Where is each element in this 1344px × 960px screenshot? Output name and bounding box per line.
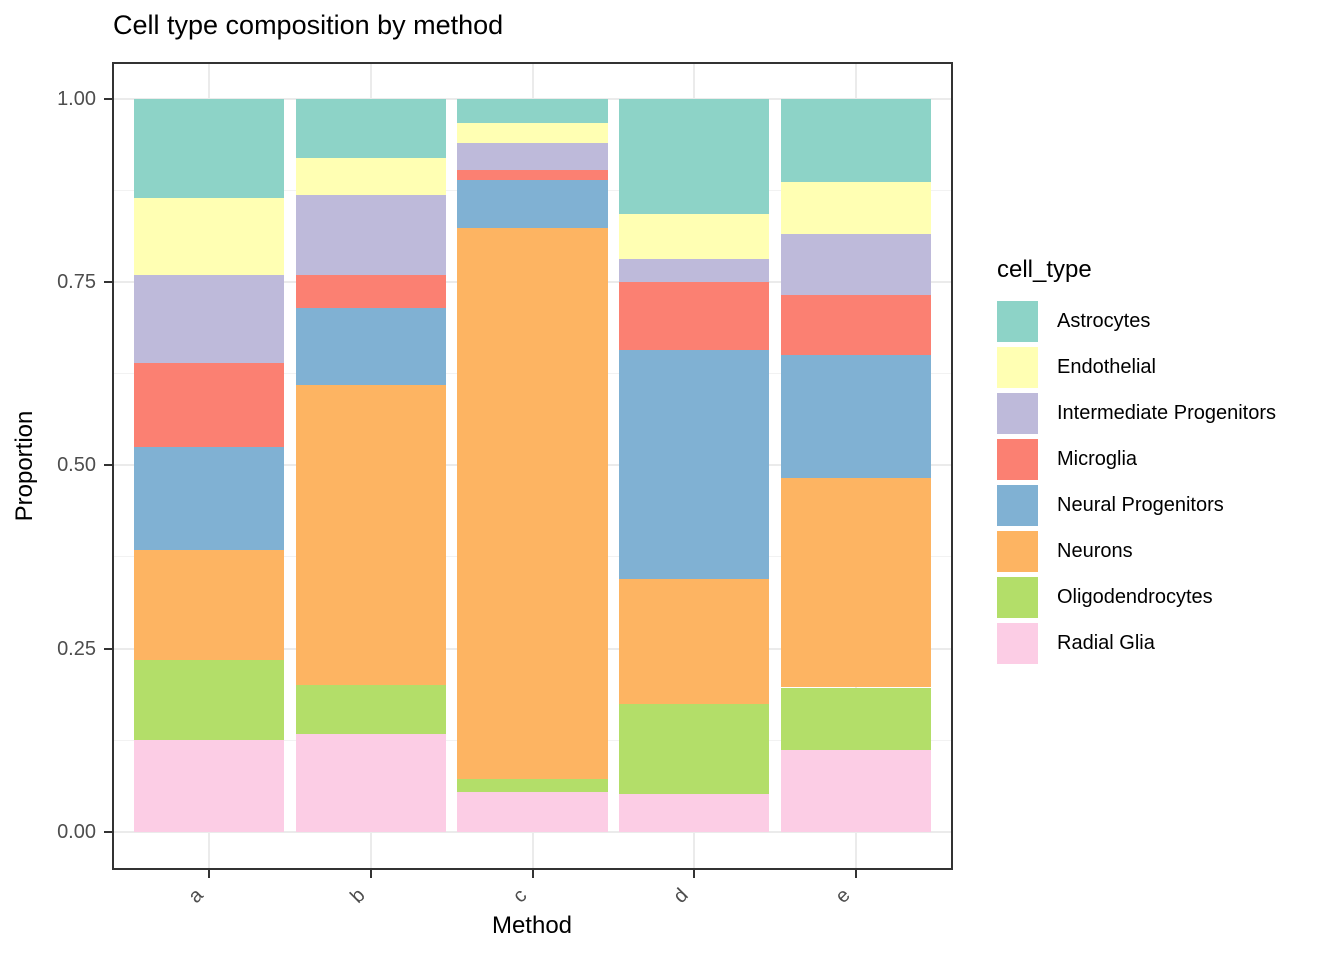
legend-swatch-oligodendrocytes: [997, 577, 1038, 618]
x-tick-label: a: [184, 884, 208, 908]
bar-segment-d-neurons: [619, 578, 770, 705]
legend-swatch-microglia: [997, 439, 1038, 480]
legend-swatch-endothelial: [997, 347, 1038, 388]
bar-segment-b-microglia: [295, 275, 446, 309]
bar-segment-d-neural-progenitors: [619, 350, 770, 579]
bar-segment-b-astrocytes: [295, 98, 446, 158]
y-tick-label: 0.75: [57, 270, 96, 293]
bar-segment-d-intermediate-progenitors: [619, 259, 770, 282]
y-tick-mark: [104, 831, 112, 833]
bar-segment-b-oligodendrocytes: [295, 685, 446, 734]
x-tick-mark: [531, 870, 534, 878]
legend-items: Astrocytes Endothelial Intermediate Progen…: [997, 301, 1276, 664]
legend-swatch-intermediate-progenitors: [997, 393, 1038, 434]
x-tick-label: d: [669, 884, 693, 908]
legend-swatch-neurons: [997, 531, 1038, 572]
bar-segment-c-endothelial: [457, 123, 608, 143]
y-tick-label: 0.50: [57, 454, 96, 477]
bar-segment-a-neurons: [133, 549, 285, 660]
y-tick-label: 0.00: [57, 821, 96, 843]
legend-item-neural-progenitors: Neural Progenitors: [997, 485, 1276, 526]
bar-segment-a-microglia: [133, 362, 285, 447]
bar-segment-d-microglia: [619, 281, 770, 351]
legend-title: cell_type: [997, 256, 1092, 283]
x-axis-title: Method: [491, 912, 573, 939]
legend-item-astrocytes: Astrocytes: [997, 301, 1276, 342]
bar-segment-e-endothelial: [780, 182, 932, 235]
legend-label-endothelial: Endothelial: [1057, 356, 1156, 378]
bar-segment-a-astrocytes: [133, 98, 285, 198]
y-tick-mark: [104, 280, 112, 283]
bar-segment-d-endothelial: [619, 213, 770, 260]
bar-segment-b-neurons: [295, 384, 446, 686]
legend-swatch-neural-progenitors: [997, 485, 1038, 526]
y-axis-title: Proportion: [11, 410, 38, 522]
bar-segment-e-intermediate-progenitors: [780, 234, 932, 296]
x-tick-mark: [208, 870, 211, 878]
legend-item-microglia: Microglia: [997, 439, 1276, 480]
bar-segment-b-radial-glia: [295, 733, 446, 832]
bar-segment-e-neurons: [780, 477, 932, 688]
bar-segment-e-microglia: [780, 295, 932, 356]
bar-segment-e-neural-progenitors: [780, 355, 932, 478]
bar-segment-a-endothelial: [133, 197, 285, 275]
legend-item-radial-glia: Radial Glia: [997, 623, 1276, 664]
bar-segment-c-neural-progenitors: [457, 179, 608, 229]
plot-panel: [112, 62, 953, 870]
legend-item-intermediate-progenitors: Intermediate Progenitors: [997, 393, 1276, 434]
bar-segment-e-oligodendrocytes: [780, 687, 932, 750]
bar-segment-a-oligodendrocytes: [133, 659, 285, 741]
legend-label-intermediate-progenitors: Intermediate Progenitors: [1057, 402, 1277, 424]
legend-swatch-radial-glia: [997, 623, 1038, 664]
x-tick-mark: [369, 870, 372, 878]
legend-label-radial-glia: Radial Glia: [1057, 632, 1155, 654]
bar-segment-c-neurons: [457, 228, 608, 780]
legend: cell_type Astrocytes Endothelial Intermedi…: [997, 256, 1276, 669]
bar-segment-b-neural-progenitors: [295, 308, 446, 385]
bar-segment-e-astrocytes: [780, 98, 932, 183]
bar-segment-c-radial-glia: [457, 792, 608, 832]
y-tick-label: 1.00: [57, 87, 96, 110]
bar-segment-d-astrocytes: [619, 98, 770, 214]
bar-segment-c-astrocytes: [457, 98, 608, 124]
bar-segment-a-neural-progenitors: [133, 446, 285, 550]
x-tick-label: c: [508, 884, 531, 908]
legend-label-microglia: Microglia: [1057, 448, 1138, 470]
bar-segment-b-endothelial: [295, 157, 446, 196]
chart-title: Cell type composition by method: [113, 10, 504, 40]
bar-segment-c-microglia: [457, 170, 608, 180]
x-tick-mark: [693, 870, 696, 878]
bar-segment-c-oligodendrocytes: [457, 779, 608, 793]
bar-segment-a-intermediate-progenitors: [133, 274, 285, 363]
legend-swatch-astrocytes: [997, 301, 1038, 342]
y-tick-mark: [104, 647, 112, 650]
legend-item-endothelial: Endothelial: [997, 347, 1276, 388]
bar-segment-d-radial-glia: [619, 793, 770, 832]
x-tick-label: b: [346, 884, 370, 908]
bar-segment-d-oligodendrocytes: [619, 704, 770, 794]
bar-segment-b-intermediate-progenitors: [295, 195, 446, 276]
bar-segment-c-intermediate-progenitors: [457, 142, 608, 171]
y-tick-mark: [104, 97, 112, 100]
x-tick-label: e: [831, 884, 855, 908]
bar-segment-a-radial-glia: [133, 740, 285, 832]
legend-item-neurons: Neurons: [997, 531, 1276, 572]
y-tick-label: 0.25: [57, 637, 96, 660]
legend-label-astrocytes: Astrocytes: [1057, 310, 1151, 332]
x-tick-mark: [854, 870, 857, 878]
y-tick-mark: [104, 464, 112, 467]
legend-item-oligodendrocytes: Oligodendrocytes: [997, 577, 1276, 618]
bar-segment-e-radial-glia: [780, 749, 932, 832]
legend-label-neural-progenitors: Neural Progenitors: [1057, 494, 1224, 516]
legend-label-neurons: Neurons: [1057, 540, 1133, 562]
legend-label-oligodendrocytes: Oligodendrocytes: [1057, 586, 1213, 608]
